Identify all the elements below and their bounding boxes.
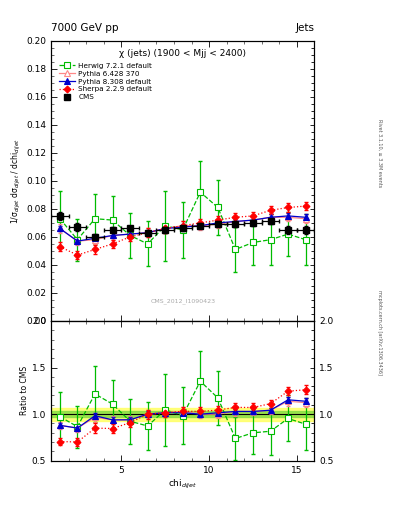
- Pythia 8.308 default: [75, 238, 80, 244]
- Pythia 6.428 370: [251, 217, 255, 223]
- Sherpa 2.2.9 default: [93, 246, 97, 252]
- CMS: [233, 221, 238, 227]
- Pythia 6.428 370: [215, 221, 220, 227]
- Sherpa 2.2.9 default: [215, 217, 220, 223]
- CMS: [251, 220, 255, 226]
- Text: Jets: Jets: [296, 23, 314, 33]
- Pythia 6.428 370: [286, 214, 290, 220]
- Herwig 7.2.1 default: [215, 204, 220, 210]
- Pythia 6.428 370: [93, 237, 97, 243]
- Bar: [51, 411, 314, 417]
- Sherpa 2.2.9 default: [163, 225, 167, 231]
- CMS: [145, 229, 150, 236]
- CMS: [57, 213, 62, 219]
- Pythia 6.428 370: [57, 225, 62, 231]
- Herwig 7.2.1 default: [93, 216, 97, 222]
- CMS: [198, 223, 203, 229]
- Pythia 8.308 default: [198, 223, 203, 229]
- Pythia 8.308 default: [163, 225, 167, 231]
- Text: χ (jets) (1900 < Mjj < 2400): χ (jets) (1900 < Mjj < 2400): [119, 49, 246, 58]
- Herwig 7.2.1 default: [163, 223, 167, 229]
- Sherpa 2.2.9 default: [303, 203, 308, 209]
- Herwig 7.2.1 default: [198, 189, 203, 195]
- Sherpa 2.2.9 default: [268, 207, 273, 214]
- Pythia 8.308 default: [268, 214, 273, 220]
- Pythia 6.428 370: [145, 229, 150, 236]
- Herwig 7.2.1 default: [57, 216, 62, 222]
- Pythia 8.308 default: [145, 229, 150, 236]
- Pythia 8.308 default: [57, 225, 62, 231]
- Pythia 6.428 370: [303, 216, 308, 222]
- Sherpa 2.2.9 default: [75, 252, 80, 258]
- Sherpa 2.2.9 default: [251, 213, 255, 219]
- Herwig 7.2.1 default: [180, 227, 185, 233]
- Pythia 6.428 370: [110, 232, 115, 239]
- CMS: [110, 227, 115, 233]
- Pythia 8.308 default: [93, 235, 97, 241]
- Text: CMS_2012_I1090423: CMS_2012_I1090423: [150, 298, 215, 304]
- Line: Pythia 8.308 default: Pythia 8.308 default: [57, 213, 309, 244]
- Herwig 7.2.1 default: [145, 241, 150, 247]
- Pythia 6.428 370: [128, 231, 132, 237]
- Herwig 7.2.1 default: [110, 217, 115, 223]
- Pythia 6.428 370: [75, 238, 80, 244]
- Sherpa 2.2.9 default: [128, 234, 132, 240]
- Line: Sherpa 2.2.9 default: Sherpa 2.2.9 default: [57, 204, 308, 258]
- Line: CMS: CMS: [57, 213, 309, 240]
- Pythia 6.428 370: [180, 223, 185, 229]
- Pythia 8.308 default: [303, 214, 308, 220]
- Text: 7000 GeV pp: 7000 GeV pp: [51, 23, 119, 33]
- Herwig 7.2.1 default: [251, 240, 255, 246]
- Pythia 8.308 default: [110, 232, 115, 239]
- Pythia 8.308 default: [180, 224, 185, 230]
- Herwig 7.2.1 default: [268, 237, 273, 243]
- CMS: [128, 225, 132, 231]
- Pythia 8.308 default: [128, 231, 132, 237]
- Line: Pythia 6.428 370: Pythia 6.428 370: [57, 215, 309, 244]
- Sherpa 2.2.9 default: [180, 223, 185, 229]
- Y-axis label: 1/σ$_{dijet}$ dσ$_{dijet}$ / dchi$_{dijet}$: 1/σ$_{dijet}$ dσ$_{dijet}$ / dchi$_{dije…: [10, 138, 23, 224]
- Legend: Herwig 7.2.1 default, Pythia 6.428 370, Pythia 8.308 default, Sherpa 2.2.9 defau: Herwig 7.2.1 default, Pythia 6.428 370, …: [57, 61, 154, 102]
- Bar: [51, 408, 314, 421]
- CMS: [286, 227, 290, 233]
- Herwig 7.2.1 default: [128, 232, 132, 239]
- Pythia 8.308 default: [286, 213, 290, 219]
- Text: mcplots.cern.ch [arXiv:1306.3436]: mcplots.cern.ch [arXiv:1306.3436]: [377, 290, 382, 375]
- CMS: [163, 227, 167, 233]
- Pythia 6.428 370: [163, 225, 167, 231]
- Pythia 6.428 370: [233, 219, 238, 225]
- Pythia 8.308 default: [233, 219, 238, 225]
- Sherpa 2.2.9 default: [57, 244, 62, 250]
- Y-axis label: Ratio to CMS: Ratio to CMS: [20, 366, 29, 415]
- Line: Herwig 7.2.1 default: Herwig 7.2.1 default: [57, 189, 309, 252]
- Pythia 6.428 370: [268, 214, 273, 220]
- Sherpa 2.2.9 default: [145, 229, 150, 236]
- Herwig 7.2.1 default: [75, 237, 80, 243]
- Sherpa 2.2.9 default: [286, 204, 290, 210]
- Herwig 7.2.1 default: [286, 231, 290, 237]
- Text: Rivet 3.1.10, ≥ 3.3M events: Rivet 3.1.10, ≥ 3.3M events: [377, 119, 382, 188]
- Herwig 7.2.1 default: [303, 237, 308, 243]
- Sherpa 2.2.9 default: [110, 241, 115, 247]
- CMS: [180, 225, 185, 231]
- Pythia 8.308 default: [251, 217, 255, 223]
- X-axis label: chi$_{dijet}$: chi$_{dijet}$: [168, 477, 197, 490]
- Pythia 6.428 370: [198, 223, 203, 229]
- Sherpa 2.2.9 default: [198, 220, 203, 226]
- Sherpa 2.2.9 default: [233, 214, 238, 220]
- CMS: [93, 234, 97, 240]
- CMS: [303, 227, 308, 233]
- CMS: [75, 224, 80, 230]
- CMS: [268, 219, 273, 225]
- CMS: [215, 221, 220, 227]
- Herwig 7.2.1 default: [233, 246, 238, 252]
- Pythia 8.308 default: [215, 220, 220, 226]
